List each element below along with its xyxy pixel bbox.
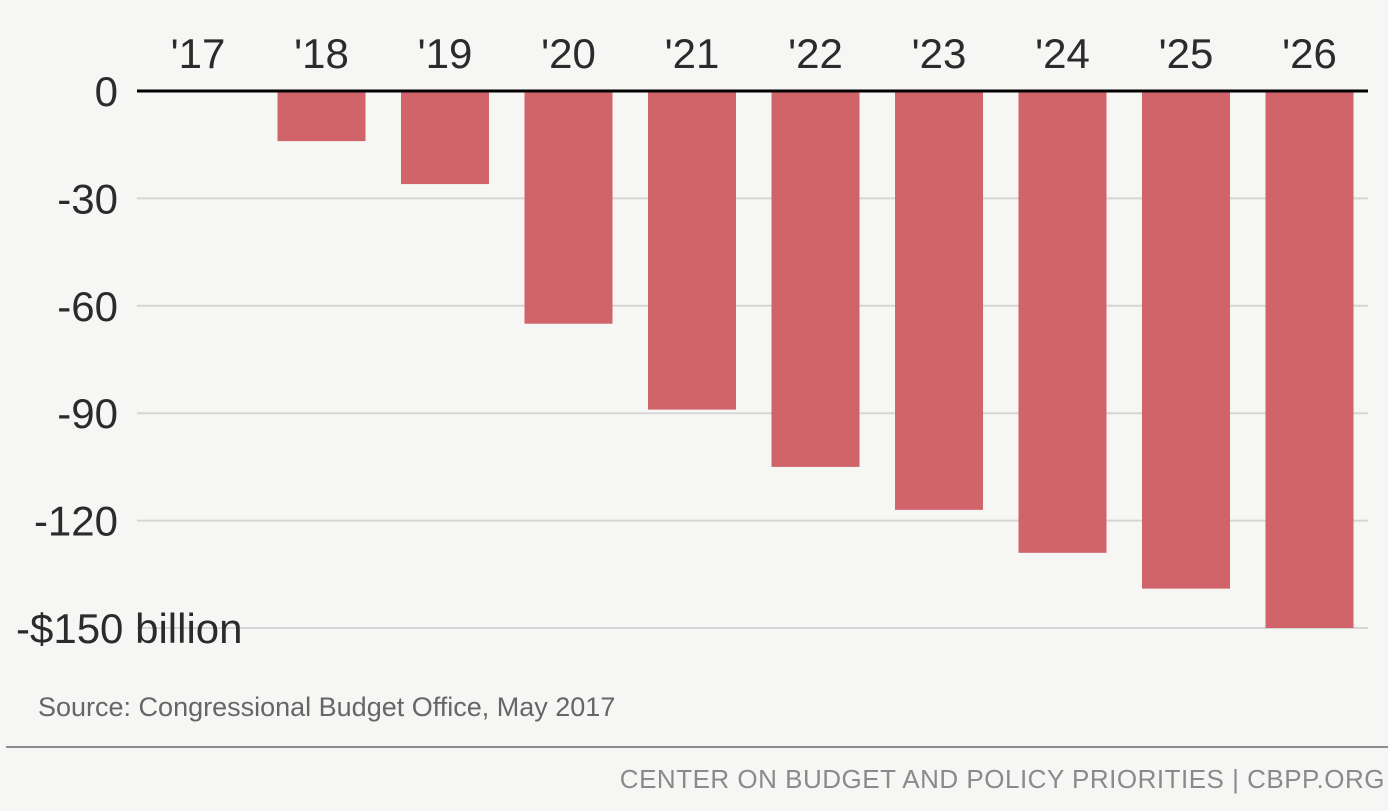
y-tick-label: 0 [95, 68, 118, 115]
bars [277, 91, 1354, 628]
x-tick-label: '19 [418, 30, 473, 77]
y-tick-label: -60 [57, 283, 118, 330]
y-tick-label: -30 [57, 175, 118, 222]
bar-20 [524, 91, 613, 324]
bar-23 [895, 91, 983, 510]
bar-21 [648, 91, 736, 410]
x-tick-label: '21 [665, 30, 720, 77]
bar-22 [771, 91, 860, 467]
footer-credit: CENTER ON BUDGET AND POLICY PRIORITIES |… [620, 764, 1385, 794]
x-tick-label: '25 [1159, 30, 1214, 77]
bar-25 [1142, 91, 1230, 589]
x-tick-label: '26 [1282, 30, 1337, 77]
x-tick-label: '24 [1035, 30, 1090, 77]
x-tick-label: '20 [541, 30, 596, 77]
bar-19 [401, 91, 489, 185]
bar-18 [277, 91, 366, 142]
y-tick-label: -120 [34, 498, 118, 545]
x-tick-labels: '17 '18 '19 '20 '21 '22 '23 '24 '25 '26 [171, 30, 1337, 77]
x-tick-label: '22 [788, 30, 843, 77]
bar-26 [1265, 91, 1354, 628]
x-tick-label: '23 [912, 30, 967, 77]
y-tick-label: -90 [57, 390, 118, 437]
source-note: Source: Congressional Budget Office, May… [38, 692, 615, 722]
bar-24 [1018, 91, 1107, 553]
y-tick-labels: 0 -30 -60 -90 -120 -$150 billion [16, 68, 243, 652]
y-tick-label: -$150 billion [16, 605, 243, 652]
x-tick-label: '17 [171, 30, 226, 77]
x-tick-label: '18 [294, 30, 349, 77]
